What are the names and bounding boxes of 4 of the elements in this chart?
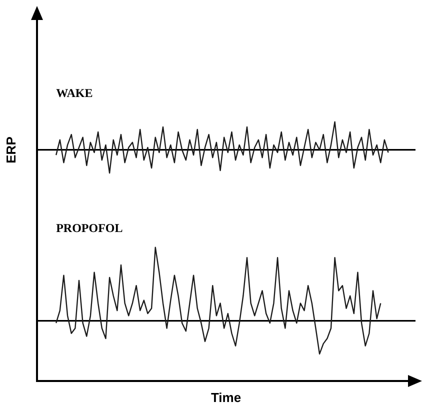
x-axis-title: Time bbox=[210, 390, 242, 405]
text: WAKE bbox=[56, 86, 93, 100]
text: PROPOFOL bbox=[56, 221, 123, 235]
y-axis-title: ERP bbox=[3, 136, 18, 164]
